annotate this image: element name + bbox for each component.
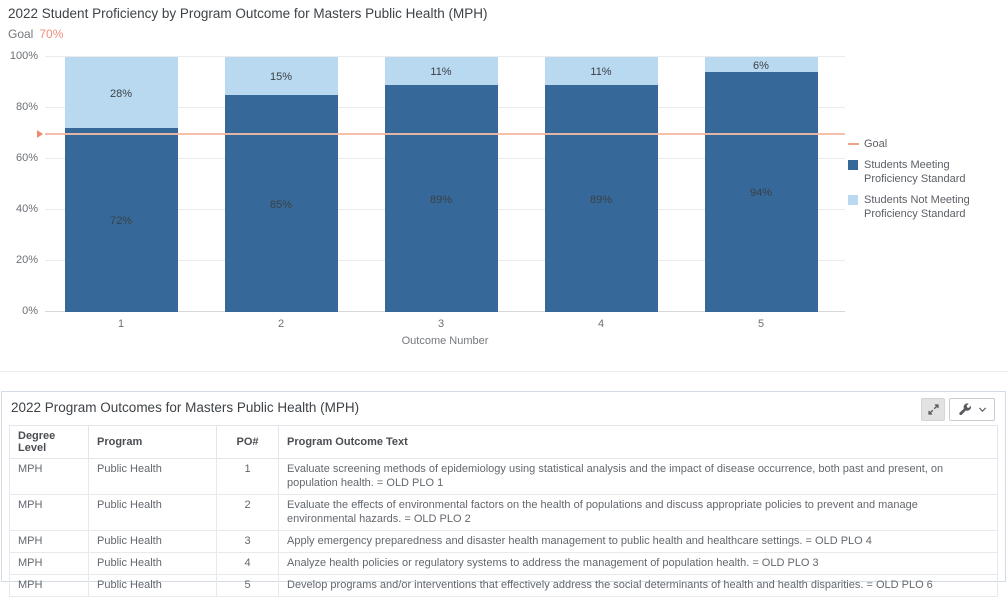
y-tick-label: 60%	[15, 152, 38, 164]
bar-segment-meeting[interactable]	[224, 95, 338, 312]
legend-label: Goal	[864, 138, 888, 150]
wrench-icon	[958, 402, 971, 415]
goal-reference-line	[45, 132, 845, 135]
bar-segment-not-meeting[interactable]	[704, 57, 818, 73]
legend-item-not-meeting[interactable]: Students Not Meeting Proficiency Standar…	[848, 193, 1006, 221]
bar-value-label: 28%	[109, 87, 133, 100]
table-cell: MPH	[9, 574, 89, 597]
table-cell: 1	[216, 458, 279, 495]
y-tick-label: 40%	[15, 203, 38, 215]
table-cell: MPH	[9, 552, 89, 575]
x-tick-label: 2	[277, 318, 285, 330]
not-meeting-swatch-icon	[848, 195, 858, 205]
bar-value-label: 89%	[429, 193, 453, 206]
bar-group: 89% 11%	[384, 57, 498, 312]
chart-legend: Goal Students Meeting Proficiency Standa…	[848, 137, 1006, 228]
bar-segment-not-meeting[interactable]	[384, 57, 498, 86]
expand-button[interactable]	[921, 398, 945, 421]
column-header[interactable]: Degree Level	[9, 425, 89, 459]
y-tick-label: 20%	[15, 254, 38, 266]
bar-value-label: 72%	[109, 215, 133, 228]
x-tick-label: 1	[117, 318, 125, 330]
bar-value-label: 94%	[749, 187, 773, 200]
bar-value-label: 11%	[590, 66, 612, 79]
expand-icon	[927, 404, 939, 415]
bar-segment-meeting[interactable]	[704, 72, 818, 312]
table-header-row: Degree Level Program PO# Program Outcome Te…	[9, 425, 998, 459]
table-row: MPH Public Health 4 Analyze health policies…	[9, 552, 998, 575]
goal-indicator: Goal 70%	[8, 27, 63, 41]
bar-segment-not-meeting[interactable]	[64, 57, 178, 129]
bar-segment-meeting[interactable]	[64, 128, 178, 312]
chart-title: 2022 Student Proficiency by Program Outc…	[8, 6, 488, 21]
x-tick-label: 3	[437, 318, 445, 330]
table-cell: Public Health	[88, 458, 217, 495]
table-cell: Public Health	[88, 530, 217, 553]
table-cell: 3	[216, 530, 279, 553]
table-cell: Public Health	[88, 494, 217, 531]
bar-value-label: 15%	[269, 71, 293, 84]
table-cell: Evaluate the effects of environmental fa…	[278, 494, 998, 531]
y-tick-label: 100%	[9, 50, 38, 62]
x-tick-label: 5	[757, 318, 765, 330]
meeting-swatch-icon	[848, 160, 858, 170]
legend-label: Students Not Meeting Proficiency Standar…	[864, 194, 970, 220]
table-cell: Public Health	[88, 552, 217, 575]
goal-line-swatch-icon	[848, 143, 859, 145]
x-tick-label: 4	[597, 318, 605, 330]
table-row: MPH Public Health 5 Develop programs and/or…	[9, 574, 998, 597]
bar-group: 85% 15%	[224, 57, 338, 312]
y-tick-label: 0%	[22, 305, 38, 317]
goal-label: Goal	[8, 27, 34, 41]
bar-group: 72% 28%	[64, 57, 178, 312]
outcomes-table: Degree Level Program PO# Program Outcome Te…	[9, 425, 998, 597]
proficiency-chart-panel: 2022 Student Proficiency by Program Outc…	[0, 6, 1008, 372]
table-cell: 4	[216, 552, 279, 575]
program-outcomes-panel: 2022 Program Outcomes for Masters Public…	[1, 391, 1006, 597]
bar-segment-meeting[interactable]	[544, 85, 658, 312]
legend-label: Students Meeting Proficiency Standard	[864, 159, 966, 185]
table-row: MPH Public Health 1 Evaluate screening meth…	[9, 458, 998, 495]
legend-item-meeting[interactable]: Students Meeting Proficiency Standard	[848, 158, 1006, 186]
goal-marker-icon	[37, 129, 43, 138]
gridline	[45, 56, 845, 57]
column-header[interactable]: Program	[88, 425, 217, 459]
plot-area: 72% 28% 85% 15% 89% 11% 89% 11% 94% 6%	[37, 56, 845, 312]
table-cell: MPH	[9, 530, 89, 553]
goal-value: 70%	[39, 27, 64, 41]
bar-value-label: 11%	[430, 66, 452, 79]
legend-item-goal[interactable]: Goal	[848, 137, 1006, 151]
panel-toolbar	[921, 398, 995, 421]
bar-segment-meeting[interactable]	[384, 85, 498, 312]
bar-value-label: 6%	[753, 59, 769, 72]
column-header[interactable]: Program Outcome Text	[278, 425, 998, 459]
wrench-menu-button[interactable]	[949, 398, 995, 421]
table-row: MPH Public Health 2 Evaluate the effects of…	[9, 494, 998, 531]
outcomes-grid: Degree Level Program PO# Program Outcome Te…	[9, 425, 998, 597]
table-cell: 5	[216, 574, 279, 597]
table-cell: Evaluate screening methods of epidemiolo…	[278, 458, 998, 495]
bar-segment-not-meeting[interactable]	[544, 57, 658, 86]
bar-group: 94% 6%	[704, 57, 818, 312]
table-row: MPH Public Health 3 Apply emergency prepare…	[9, 530, 998, 553]
table-cell: MPH	[9, 494, 89, 531]
bar-value-label: 85%	[269, 198, 293, 211]
table-cell: Develop programs and/or interventions th…	[278, 574, 998, 597]
table-cell: Public Health	[88, 574, 217, 597]
table-cell: Analyze health policies or regulatory sy…	[278, 552, 998, 575]
table-cell: MPH	[9, 458, 89, 495]
bar-group: 89% 11%	[544, 57, 658, 312]
bar-value-label: 89%	[589, 193, 613, 206]
column-header[interactable]: PO#	[216, 425, 279, 459]
table-cell: Apply emergency preparedness and disaste…	[278, 530, 998, 553]
chevron-down-icon	[978, 407, 986, 412]
table-cell: 2	[216, 494, 279, 531]
table-title: 2022 Program Outcomes for Masters Public…	[11, 400, 360, 415]
bar-segment-not-meeting[interactable]	[224, 57, 338, 96]
y-tick-label: 80%	[15, 101, 38, 113]
x-axis-title: Outcome Number	[401, 335, 489, 347]
